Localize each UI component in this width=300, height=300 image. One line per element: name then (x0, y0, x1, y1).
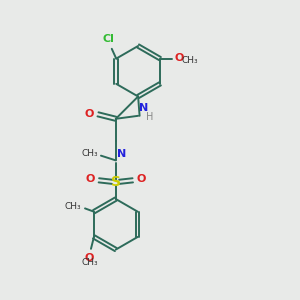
Text: CH₃: CH₃ (81, 258, 98, 267)
Text: O: O (84, 109, 94, 119)
Text: CH₃: CH₃ (181, 56, 198, 65)
Text: CH₃: CH₃ (65, 202, 82, 211)
Text: O: O (174, 53, 184, 63)
Text: CH₃: CH₃ (81, 149, 98, 158)
Text: H: H (146, 112, 153, 122)
Text: O: O (85, 174, 95, 184)
Text: O: O (136, 174, 146, 184)
Text: N: N (139, 103, 148, 113)
Text: Cl: Cl (103, 34, 115, 44)
Text: O: O (85, 253, 94, 263)
Text: N: N (117, 149, 126, 159)
Text: S: S (111, 175, 122, 189)
